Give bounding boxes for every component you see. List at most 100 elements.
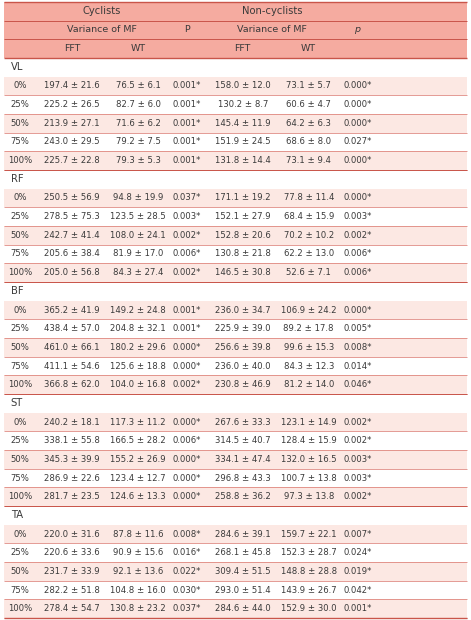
Bar <box>4 432 467 450</box>
Text: 50%: 50% <box>10 119 29 128</box>
Text: 123.5 ± 28.5: 123.5 ± 28.5 <box>110 212 166 221</box>
Text: 180.2 ± 29.6: 180.2 ± 29.6 <box>110 343 166 352</box>
Text: 286.9 ± 22.6: 286.9 ± 22.6 <box>44 474 100 482</box>
Bar <box>4 20 467 39</box>
Bar <box>4 413 467 432</box>
Text: 0.000*: 0.000* <box>343 100 372 109</box>
Text: 0%: 0% <box>13 417 26 427</box>
Text: 145.4 ± 11.9: 145.4 ± 11.9 <box>215 119 271 128</box>
Bar <box>4 450 467 469</box>
Text: 50%: 50% <box>10 455 29 464</box>
Text: 0.000*: 0.000* <box>343 119 372 128</box>
Text: 0.001*: 0.001* <box>173 306 201 314</box>
Text: WT: WT <box>301 44 317 53</box>
Text: 70.2 ± 10.2: 70.2 ± 10.2 <box>284 231 334 240</box>
Text: 0.003*: 0.003* <box>343 474 372 482</box>
Text: 314.5 ± 40.7: 314.5 ± 40.7 <box>215 436 271 445</box>
Text: 87.8 ± 11.6: 87.8 ± 11.6 <box>113 529 163 539</box>
Text: 152.9 ± 30.0: 152.9 ± 30.0 <box>281 604 337 613</box>
Text: 0.019*: 0.019* <box>343 567 372 576</box>
Text: 250.5 ± 56.9: 250.5 ± 56.9 <box>44 193 100 203</box>
Text: 278.5 ± 75.3: 278.5 ± 75.3 <box>44 212 100 221</box>
Text: 258.8 ± 36.2: 258.8 ± 36.2 <box>215 492 271 501</box>
Text: 132.0 ± 16.5: 132.0 ± 16.5 <box>281 455 337 464</box>
Bar <box>4 264 467 282</box>
Bar <box>4 600 467 618</box>
Text: 52.6 ± 7.1: 52.6 ± 7.1 <box>286 268 331 277</box>
Text: BF: BF <box>11 286 24 296</box>
Text: 25%: 25% <box>10 212 29 221</box>
Text: 0.001*: 0.001* <box>173 81 201 91</box>
Text: 0.024*: 0.024* <box>343 548 372 557</box>
Text: 106.9 ± 24.2: 106.9 ± 24.2 <box>281 306 337 314</box>
Text: 100%: 100% <box>8 604 32 613</box>
Text: 242.7 ± 41.4: 242.7 ± 41.4 <box>44 231 100 240</box>
Text: 220.0 ± 31.6: 220.0 ± 31.6 <box>44 529 100 539</box>
Text: 0.001*: 0.001* <box>173 138 201 146</box>
Text: 0.000*: 0.000* <box>343 306 372 314</box>
Text: 284.6 ± 44.0: 284.6 ± 44.0 <box>215 604 271 613</box>
Text: 0.037*: 0.037* <box>173 193 201 203</box>
Text: 62.2 ± 13.0: 62.2 ± 13.0 <box>284 249 334 259</box>
Text: ST: ST <box>11 399 23 409</box>
Bar <box>4 151 467 170</box>
Text: TA: TA <box>11 510 23 520</box>
Bar <box>4 39 467 58</box>
Text: 75%: 75% <box>10 249 29 259</box>
Text: 100.7 ± 13.8: 100.7 ± 13.8 <box>281 474 337 482</box>
Text: 71.6 ± 6.2: 71.6 ± 6.2 <box>116 119 161 128</box>
Bar <box>4 170 467 188</box>
Text: 104.0 ± 16.8: 104.0 ± 16.8 <box>110 380 166 389</box>
Text: 230.8 ± 46.9: 230.8 ± 46.9 <box>215 380 271 389</box>
Bar <box>4 282 467 301</box>
Text: 240.2 ± 18.1: 240.2 ± 18.1 <box>44 417 100 427</box>
Text: 152.3 ± 28.7: 152.3 ± 28.7 <box>281 548 337 557</box>
Text: 365.2 ± 41.9: 365.2 ± 41.9 <box>44 306 100 314</box>
Text: 94.8 ± 19.9: 94.8 ± 19.9 <box>113 193 163 203</box>
Text: p: p <box>355 25 360 34</box>
Text: 0.000*: 0.000* <box>173 343 201 352</box>
Text: 461.0 ± 66.1: 461.0 ± 66.1 <box>44 343 100 352</box>
Text: 92.1 ± 13.6: 92.1 ± 13.6 <box>113 567 163 576</box>
Text: 0.003*: 0.003* <box>173 212 201 221</box>
Text: 130.8 ± 21.8: 130.8 ± 21.8 <box>215 249 271 259</box>
Text: 152.1 ± 27.9: 152.1 ± 27.9 <box>215 212 271 221</box>
Text: 411.1 ± 54.6: 411.1 ± 54.6 <box>44 361 100 371</box>
Text: 81.2 ± 14.0: 81.2 ± 14.0 <box>284 380 334 389</box>
Text: 166.5 ± 28.2: 166.5 ± 28.2 <box>110 436 166 445</box>
Text: 148.8 ± 28.8: 148.8 ± 28.8 <box>281 567 337 576</box>
Text: 0.006*: 0.006* <box>173 249 201 259</box>
Text: 84.3 ± 27.4: 84.3 ± 27.4 <box>113 268 163 277</box>
Bar <box>4 394 467 413</box>
Text: WT: WT <box>130 44 146 53</box>
Text: 73.1 ± 9.4: 73.1 ± 9.4 <box>286 156 331 165</box>
Bar <box>4 581 467 600</box>
Bar <box>4 338 467 356</box>
Bar <box>4 562 467 581</box>
Bar <box>4 226 467 245</box>
Text: 75%: 75% <box>10 138 29 146</box>
Text: 334.1 ± 47.4: 334.1 ± 47.4 <box>215 455 271 464</box>
Bar <box>4 544 467 562</box>
Text: 90.9 ± 15.6: 90.9 ± 15.6 <box>113 548 163 557</box>
Text: 0.000*: 0.000* <box>173 474 201 482</box>
Bar <box>4 245 467 264</box>
Text: 0.000*: 0.000* <box>173 361 201 371</box>
Text: 345.3 ± 39.9: 345.3 ± 39.9 <box>44 455 100 464</box>
Text: 60.6 ± 4.7: 60.6 ± 4.7 <box>286 100 331 109</box>
Text: 0%: 0% <box>13 81 26 91</box>
Text: 0.002*: 0.002* <box>343 436 372 445</box>
Text: 25%: 25% <box>10 324 29 333</box>
Text: 366.8 ± 62.0: 366.8 ± 62.0 <box>44 380 100 389</box>
Text: 0.002*: 0.002* <box>343 492 372 501</box>
Text: 0.042*: 0.042* <box>343 586 372 595</box>
Bar <box>4 58 467 76</box>
Text: 0.001*: 0.001* <box>173 156 201 165</box>
Text: 225.2 ± 26.5: 225.2 ± 26.5 <box>44 100 100 109</box>
Text: 0.022*: 0.022* <box>173 567 201 576</box>
Text: 243.0 ± 29.5: 243.0 ± 29.5 <box>44 138 100 146</box>
Text: 81.9 ± 17.0: 81.9 ± 17.0 <box>113 249 163 259</box>
Text: 159.7 ± 22.1: 159.7 ± 22.1 <box>281 529 337 539</box>
Text: 0.001*: 0.001* <box>173 100 201 109</box>
Text: Non-cyclists: Non-cyclists <box>242 6 302 16</box>
